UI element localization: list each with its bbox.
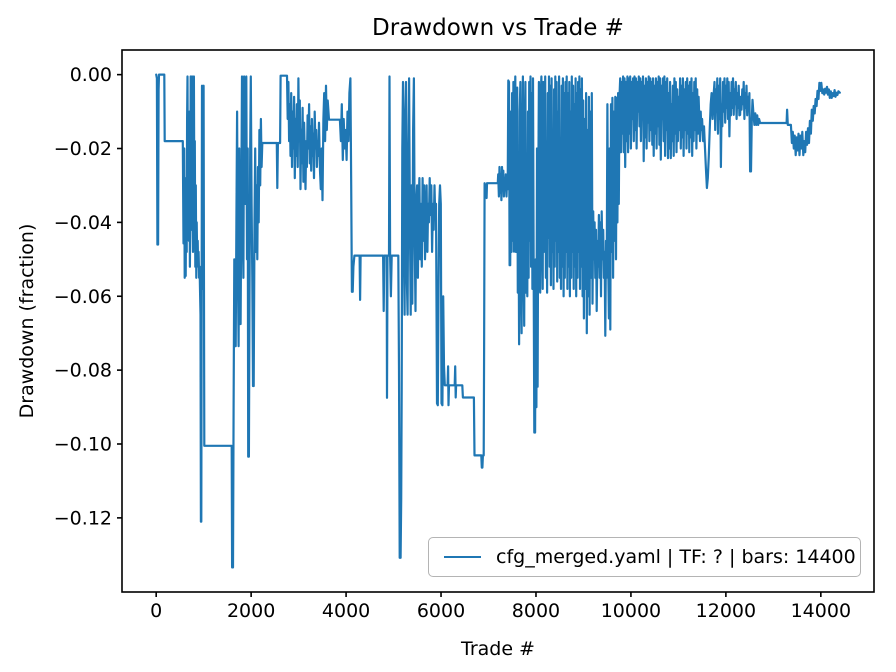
x-tick-label: 6000 <box>417 600 465 622</box>
y-axis-label: Drawdown (fraction) <box>16 223 38 419</box>
x-tick-label: 8000 <box>512 600 560 622</box>
x-axis-label: Trade # <box>461 638 535 660</box>
x-tick-label: 10000 <box>601 600 661 622</box>
y-tick-label: −0.12 <box>54 507 112 529</box>
x-tick-label: 14000 <box>791 600 851 622</box>
y-tick-label: −0.10 <box>54 433 112 455</box>
x-tick-label: 2000 <box>227 600 275 622</box>
y-tick-label: −0.02 <box>54 138 112 160</box>
y-tick-label: −0.04 <box>54 212 112 234</box>
legend: cfg_merged.yaml | TF: ? | bars: 14400 <box>428 537 861 577</box>
drawdown-line <box>155 73 841 569</box>
y-tick-label: −0.06 <box>54 286 112 308</box>
axes-frame <box>121 49 875 593</box>
x-tick-label: 4000 <box>322 600 370 622</box>
legend-line-sample <box>444 556 481 558</box>
legend-label: cfg_merged.yaml | TF: ? | bars: 14400 <box>496 546 856 568</box>
y-tick-label: −0.08 <box>54 360 112 382</box>
chart-title: Drawdown vs Trade # <box>372 15 624 41</box>
x-tick-label: 12000 <box>696 600 756 622</box>
y-tick-label: 0.00 <box>70 64 112 86</box>
x-tick-label: 0 <box>150 600 162 622</box>
